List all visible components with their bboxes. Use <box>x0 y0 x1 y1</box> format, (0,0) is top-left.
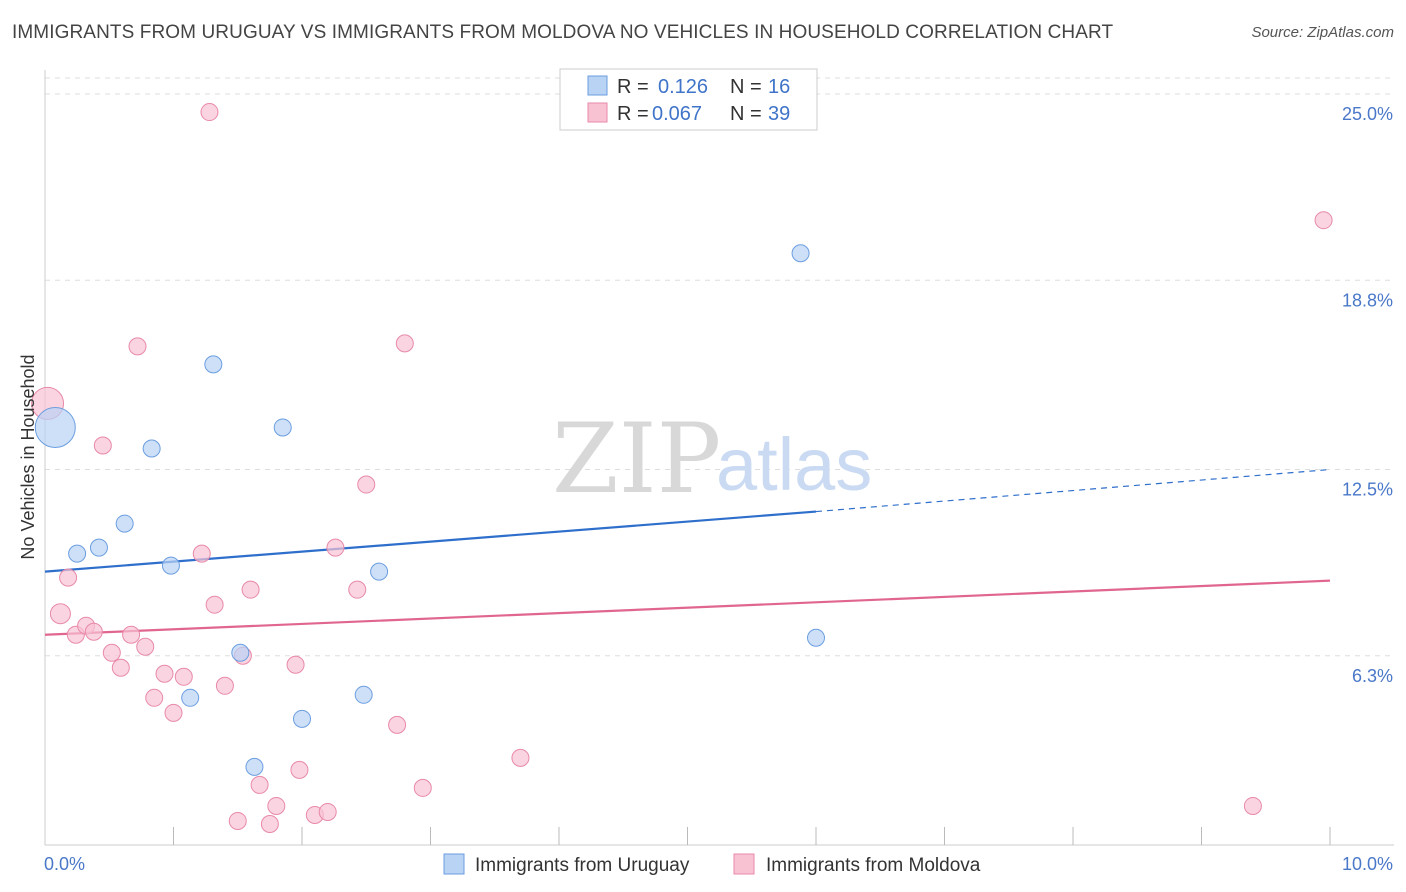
moldova-point <box>267 796 286 815</box>
moldova-point <box>49 603 71 625</box>
moldova-point <box>1243 796 1262 815</box>
moldova-point <box>102 643 121 662</box>
moldova-point <box>145 688 164 707</box>
legend-r-value-moldova: 0.067 <box>652 103 702 125</box>
uruguay-point <box>791 244 810 263</box>
uruguay-point <box>370 562 389 581</box>
legend-r-value-uruguay: 0.126 <box>658 76 708 98</box>
moldova-point <box>250 775 269 794</box>
y-tick-label: 6.3% <box>1352 666 1393 686</box>
axes <box>44 70 1394 846</box>
moldova-point <box>200 103 219 122</box>
legend-n-value-moldova: 39 <box>768 103 790 125</box>
moldova-point <box>59 568 78 587</box>
bottom-legend-label-uruguay: Immigrants from Uruguay <box>475 855 690 876</box>
y-tick-label: 12.5% <box>1342 480 1393 500</box>
y-tick-label: 25.0% <box>1342 104 1393 124</box>
moldova-point <box>136 637 155 656</box>
uruguay-point <box>142 439 161 458</box>
moldova-point <box>205 595 224 614</box>
legend-r-label-uruguay: R = <box>617 76 649 98</box>
legend-swatch-moldova <box>587 102 608 123</box>
uruguay-point <box>231 643 250 662</box>
moldova-point <box>122 625 141 644</box>
legend-n-value-uruguay: 16 <box>768 76 790 98</box>
moldova-point <box>111 658 130 677</box>
uruguay-point <box>807 628 825 647</box>
moldova-point <box>413 778 432 797</box>
uruguay-point <box>245 757 264 776</box>
gridlines <box>45 77 1394 657</box>
uruguay-point <box>293 709 311 728</box>
uruguay-point <box>204 355 223 374</box>
moldova-point <box>388 715 407 734</box>
moldova-point <box>164 703 183 722</box>
moldova-point <box>348 580 367 599</box>
moldova-point <box>84 622 103 641</box>
trend-line-uruguay <box>44 510 817 573</box>
y-tick-labels: 6.3% 12.5% 18.8% 25.0% <box>1342 104 1393 686</box>
x-ticks <box>173 827 1331 845</box>
watermark: ZIP atlas <box>552 403 872 515</box>
moldova-point <box>215 676 234 695</box>
moldova-point <box>357 475 376 494</box>
legend-box: R = 0.126 N = 16 R = 0.067 N = 39 <box>559 68 818 131</box>
moldova-point <box>1314 211 1333 230</box>
chart-source: Source: ZipAtlas.com <box>1251 24 1394 41</box>
y-tick-label: 18.8% <box>1342 290 1393 310</box>
data-points <box>31 103 1333 833</box>
uruguay-point <box>68 544 87 563</box>
uruguay-point <box>181 688 200 707</box>
uruguay-point <box>34 406 76 448</box>
uruguay-point <box>115 514 134 533</box>
trend-line-moldova <box>44 579 1331 636</box>
uruguay-point <box>273 418 292 437</box>
bottom-legend-label-moldova: Immigrants from Moldova <box>766 855 981 876</box>
moldova-point <box>228 811 247 830</box>
legend-n-label-uruguay: N = <box>730 76 762 98</box>
trend-line-uruguay-extension <box>815 468 1331 513</box>
watermark-zip: ZIP <box>552 403 721 515</box>
x-tick-label-min: 0.0% <box>44 854 85 874</box>
legend-n-label-moldova: N = <box>730 103 762 125</box>
uruguay-point <box>89 538 108 557</box>
bottom-legend-swatch-moldova <box>733 853 755 875</box>
watermark-atlas: atlas <box>716 423 872 506</box>
moldova-point <box>286 655 305 674</box>
moldova-point <box>260 814 279 833</box>
chart-title: IMMIGRANTS FROM URUGUAY VS IMMIGRANTS FR… <box>12 22 1114 43</box>
moldova-point <box>155 664 174 683</box>
moldova-point <box>395 334 414 353</box>
x-tick-label-max: 10.0% <box>1342 854 1393 874</box>
moldova-point <box>511 748 530 767</box>
uruguay-point <box>161 556 180 575</box>
moldova-point <box>174 667 193 686</box>
y-axis-label: No Vehicles in Household <box>18 354 38 559</box>
moldova-point <box>326 538 345 557</box>
moldova-point <box>241 580 260 599</box>
moldova-point <box>318 802 337 821</box>
legend-r-label-moldova: R = <box>617 103 649 125</box>
uruguay-point <box>354 685 373 704</box>
moldova-point <box>192 544 211 563</box>
bottom-legend-swatch-uruguay <box>443 853 465 875</box>
moldova-point <box>128 337 147 356</box>
moldova-point <box>290 760 309 779</box>
bottom-legend: Immigrants from Uruguay Immigrants from … <box>443 853 981 876</box>
legend-swatch-uruguay <box>587 75 608 96</box>
moldova-point <box>93 436 112 455</box>
